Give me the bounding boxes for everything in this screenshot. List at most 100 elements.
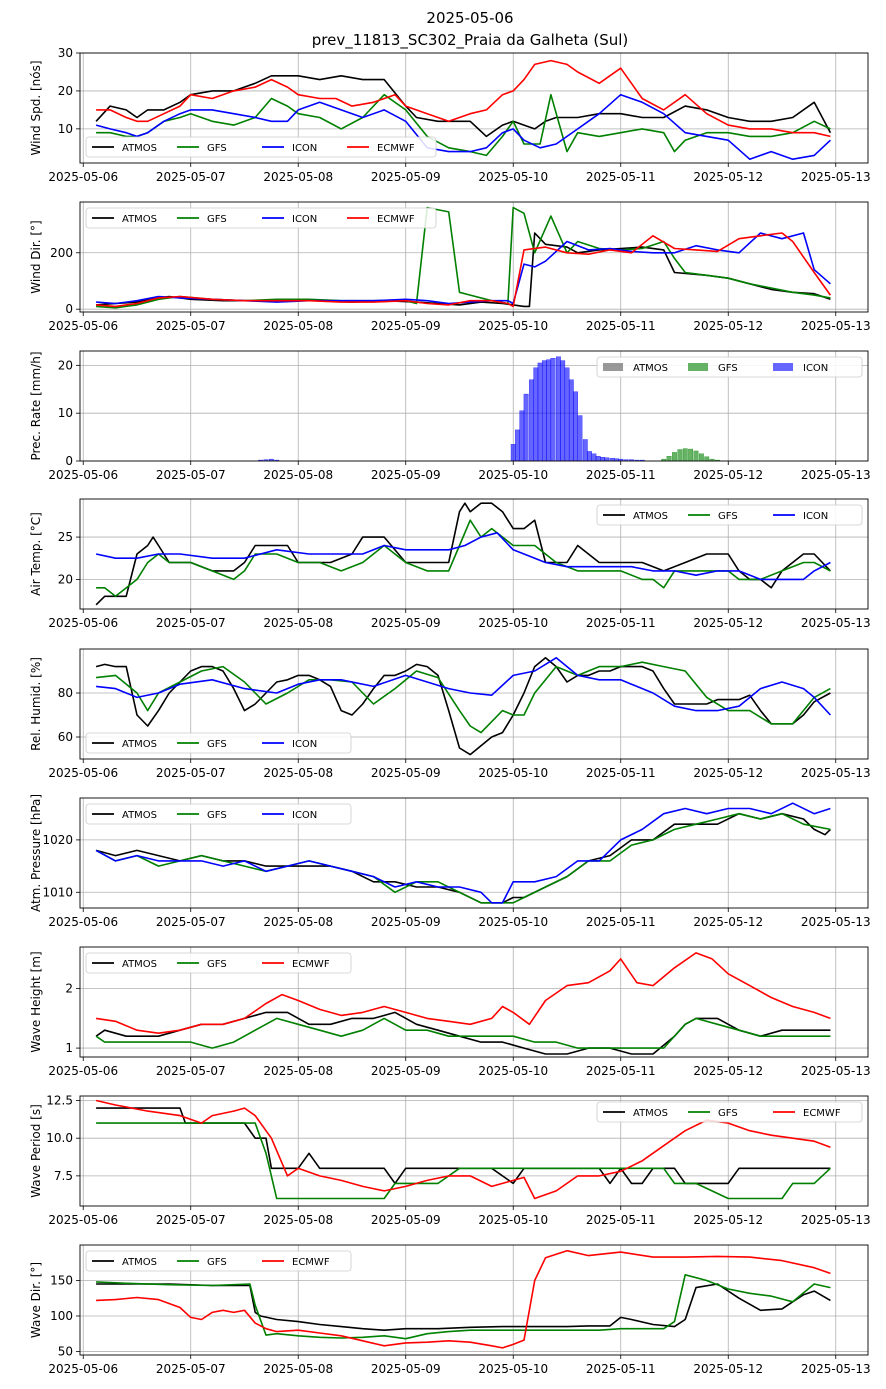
bar-gfs: [672, 452, 677, 461]
x-tick-label: 2025-05-07: [156, 915, 226, 929]
legend: ATMOS GFS ICON: [596, 356, 863, 378]
bar-gfs: [693, 450, 699, 461]
x-tick-label: 2025-05-08: [263, 468, 333, 482]
y-tick-label: 25: [58, 530, 73, 544]
bar-icon: [523, 393, 529, 461]
bar-gfs: [704, 456, 710, 461]
legend-label-gfs: GFS: [207, 810, 227, 821]
y-axis-label: Prec. Rate [mm/h]: [29, 351, 43, 460]
chart-panel-7: 2025-05-06 2025-05-07 2025-05-08 2025-05-09…: [29, 946, 871, 1078]
legend-label-gfs: GFS: [207, 959, 227, 970]
x-tick-label: 2025-05-09: [371, 1362, 441, 1376]
series-line-icon: [95, 802, 831, 904]
y-tick-label: 10: [58, 122, 73, 136]
x-tick-label: 2025-05-13: [801, 319, 871, 333]
x-tick-label: 2025-05-10: [478, 1064, 548, 1078]
legend-label-gfs: GFS: [718, 363, 738, 374]
series-line-icon: [95, 531, 831, 581]
axes-frame: [79, 350, 869, 462]
bar-icon: [600, 457, 605, 461]
y-tick-label: 20: [58, 84, 73, 98]
x-tick-label: 2025-05-09: [371, 915, 441, 929]
x-tick-label: 2025-05-08: [263, 766, 333, 780]
y-tick-label: 0: [65, 302, 73, 316]
y-tick-label: 7.5: [54, 1169, 73, 1183]
y-axis-label: Wind Spd. [nós]: [29, 60, 43, 155]
y-tick-label: 30: [58, 46, 73, 60]
bar-icon: [537, 362, 543, 461]
bar-icon: [519, 410, 525, 461]
bar-icon: [529, 379, 534, 461]
plot-area: [95, 952, 831, 1055]
x-tick-label: 2025-05-07: [156, 1064, 226, 1078]
series-line-ecmwf: [95, 952, 831, 1034]
x-tick-label: 2025-05-13: [801, 1362, 871, 1376]
x-tick-label: 2025-05-08: [263, 1064, 333, 1078]
series-line-ecmwf: [96, 59, 831, 138]
axes-frame: [79, 946, 869, 1058]
axes-frame: [79, 498, 869, 610]
x-tick-label: 2025-05-12: [693, 915, 763, 929]
chart-panel-9: 2025-05-06 2025-05-07 2025-05-08 2025-05-09…: [29, 1244, 871, 1376]
x-tick-label: 2025-05-10: [478, 766, 548, 780]
chart-panel-1: 2025-05-06 2025-05-07 2025-05-08 2025-05-09…: [29, 46, 871, 184]
axes-frame: [79, 201, 869, 313]
x-tick-label: 2025-05-12: [693, 170, 763, 184]
x-tick-label: 2025-05-13: [801, 616, 871, 630]
x-tick-label: 2025-05-12: [693, 1064, 763, 1078]
legend-label-gfs: GFS: [207, 1257, 227, 1268]
x-tick-label: 2025-05-09: [371, 616, 441, 630]
legend-label-ecmwf: ECMWF: [377, 143, 415, 154]
x-tick-label: 2025-05-06: [48, 468, 118, 482]
x-tick-label: 2025-05-06: [48, 170, 118, 184]
x-tick-label: 2025-05-10: [478, 170, 548, 184]
series-line-icon: [96, 656, 831, 716]
y-tick-label: 10.0: [46, 1131, 73, 1145]
x-tick-label: 2025-05-11: [586, 170, 656, 184]
x-tick-label: 2025-05-09: [371, 1064, 441, 1078]
x-tick-label: 2025-05-11: [586, 1064, 656, 1078]
plot-area: [95, 802, 831, 904]
legend: ATMOS GFS ECMWF: [596, 1101, 863, 1123]
x-tick-label: 2025-05-12: [693, 468, 763, 482]
legend-label-ecmwf: ECMWF: [292, 1257, 330, 1268]
series-line-icon: [95, 93, 831, 160]
legend-label-gfs: GFS: [718, 511, 738, 522]
bar-gfs: [666, 456, 672, 461]
legend-box: [85, 732, 352, 754]
x-tick-label: 2025-05-06: [48, 915, 118, 929]
legend-box: [85, 1250, 352, 1272]
series-line-atmos: [96, 1283, 831, 1331]
x-tick-label: 2025-05-08: [263, 1362, 333, 1376]
bar-icon: [546, 359, 552, 461]
x-tick-label: 2025-05-12: [693, 616, 763, 630]
x-tick-label: 2025-05-06: [48, 1362, 118, 1376]
x-tick-label: 2025-05-08: [263, 319, 333, 333]
y-tick-label: 60: [58, 730, 73, 744]
x-tick-label: 2025-05-10: [478, 319, 548, 333]
legend: ATMOS GFS ICON ECMWF: [85, 207, 437, 229]
x-tick-label: 2025-05-09: [371, 170, 441, 184]
x-tick-label: 2025-05-10: [478, 468, 548, 482]
figure-title: 2025-05-06: [426, 9, 513, 27]
series-line-gfs: [95, 1017, 831, 1049]
y-axis-label: Wave Height [m]: [29, 951, 43, 1052]
legend-box: [596, 504, 863, 526]
bar-icon: [591, 453, 597, 461]
series-line-atmos: [95, 75, 832, 138]
bar-icon: [515, 429, 520, 461]
x-tick-label: 2025-05-08: [263, 170, 333, 184]
bar-icon: [258, 459, 263, 461]
legend: ATMOS GFS ICON: [596, 504, 863, 526]
chart-panel-5: 2025-05-06 2025-05-07 2025-05-08 2025-05-09…: [29, 648, 871, 780]
legend-box: [596, 356, 863, 378]
legend-label-atmos: ATMOS: [633, 511, 668, 522]
x-tick-label: 2025-05-13: [801, 1064, 871, 1078]
x-tick-label: 2025-05-06: [48, 1213, 118, 1227]
legend-box: [85, 803, 352, 825]
legend-box: [596, 1101, 863, 1123]
bar-icon: [560, 360, 566, 461]
x-tick-label: 2025-05-12: [693, 766, 763, 780]
legend-swatch-atmos: [603, 363, 623, 371]
